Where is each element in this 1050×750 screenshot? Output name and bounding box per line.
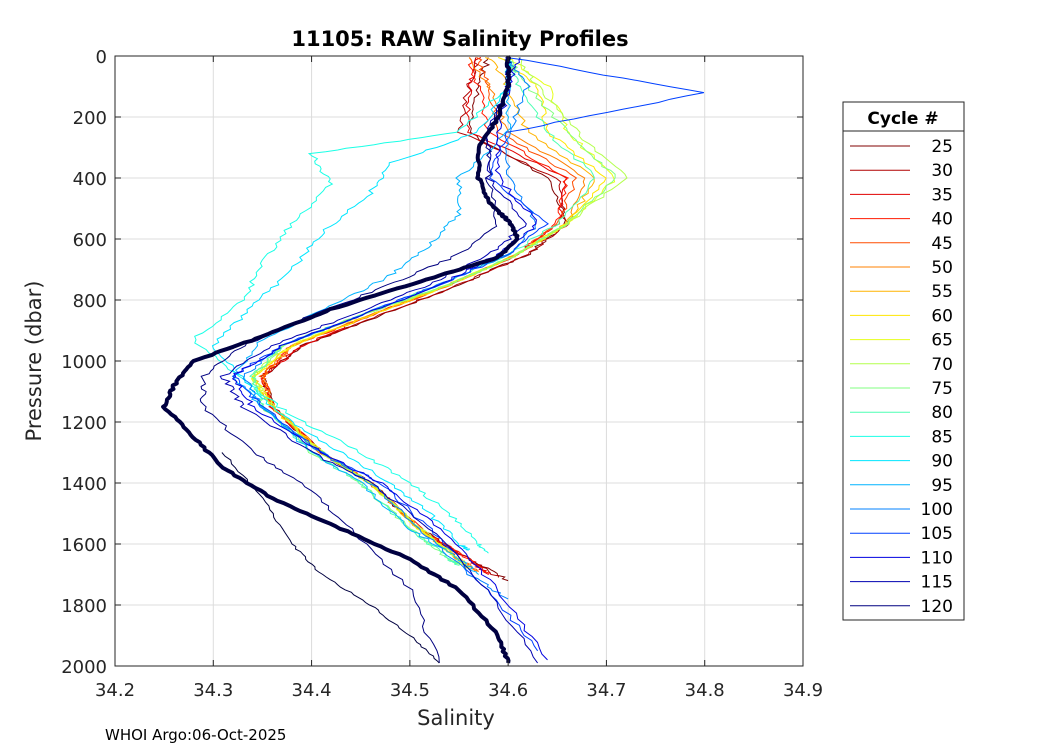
profile-line-cycle-115 — [219, 57, 539, 664]
legend-title: Cycle # — [867, 109, 938, 129]
y-tick-label: 600 — [73, 230, 107, 251]
y-tick-label: 0 — [96, 47, 107, 68]
profile-line-cycle-100 — [242, 57, 537, 600]
profile-line-highlight — [161, 55, 520, 664]
y-tick-label: 1400 — [61, 474, 107, 495]
y-tick-label: 1000 — [61, 352, 107, 373]
profile-line-cycle-65 — [250, 57, 616, 569]
legend-label-cycle-45: 45 — [931, 234, 953, 254]
legend-label-cycle-30: 30 — [931, 161, 953, 181]
y-axis-title: Pressure (dbar) — [22, 281, 46, 442]
legend-label-cycle-70: 70 — [931, 355, 953, 375]
legend-label-cycle-95: 95 — [931, 476, 953, 496]
legend-label-cycle-105: 105 — [921, 524, 953, 544]
profile-line-deep-outlier — [221, 452, 440, 664]
legend-label-cycle-75: 75 — [931, 379, 953, 399]
legend-label-cycle-85: 85 — [931, 427, 953, 447]
legend-label-cycle-110: 110 — [921, 548, 953, 568]
legend-label-cycle-25: 25 — [931, 137, 953, 157]
y-tick-label: 200 — [73, 108, 107, 129]
x-axis-ticks: 34.2 34.3 34.4 34.5 34.6 34.7 34.8 34.9 — [95, 56, 823, 701]
y-axis-ticks: 0 200 400 600 800 1000 1200 1400 1600 1800 2000 — [61, 47, 803, 678]
x-tick-label: 34.9 — [783, 680, 823, 701]
legend-label-cycle-65: 65 — [931, 331, 953, 351]
legend-label-cycle-100: 100 — [921, 500, 953, 520]
profile-line-cycle-85 — [194, 57, 512, 554]
x-tick-label: 34.2 — [95, 680, 135, 701]
footer-label: WHOI Argo:06-Oct-2025 — [105, 726, 286, 744]
legend-label-cycle-35: 35 — [931, 185, 953, 205]
profile-line-cycle-110 — [231, 57, 548, 661]
y-tick-label: 1200 — [61, 413, 107, 434]
legend-label-cycle-80: 80 — [931, 403, 953, 423]
y-tick-label: 800 — [73, 291, 107, 312]
x-tick-label: 34.8 — [685, 680, 725, 701]
legend-label-cycle-90: 90 — [931, 452, 953, 472]
legend-label-cycle-55: 55 — [931, 282, 953, 302]
x-tick-label: 34.3 — [193, 680, 233, 701]
legend-label-cycle-50: 50 — [931, 258, 953, 278]
plot-area: 34.2 34.3 34.4 34.5 34.6 34.7 34.8 34.9 0 200 400… — [61, 47, 823, 701]
legend-items: 25 30 35 40 45 50 55 60 65 70 75 80 85 90 95 100 105 110 1… — [850, 137, 953, 617]
legend-label-cycle-115: 115 — [921, 573, 953, 593]
y-tick-label: 1800 — [61, 596, 107, 617]
legend-label-cycle-60: 60 — [931, 306, 953, 326]
y-tick-label: 400 — [73, 169, 107, 190]
chart-title: 11105: RAW Salinity Profiles — [291, 27, 628, 51]
x-tick-label: 34.6 — [488, 680, 528, 701]
legend-label-cycle-40: 40 — [931, 210, 953, 230]
x-tick-label: 34.5 — [390, 680, 430, 701]
x-tick-label: 34.4 — [292, 680, 332, 701]
series-layer — [161, 55, 704, 664]
y-tick-label: 1600 — [61, 535, 107, 556]
legend: Cycle # 25 30 35 40 45 50 55 60 65 70 75 80 85 90 95 10… — [842, 101, 965, 621]
x-tick-label: 34.7 — [586, 680, 626, 701]
legend-label-cycle-120: 120 — [921, 597, 953, 617]
profile-line-cycle-90 — [211, 57, 512, 551]
y-tick-label: 2000 — [61, 657, 107, 678]
x-axis-title: Salinity — [417, 706, 495, 730]
